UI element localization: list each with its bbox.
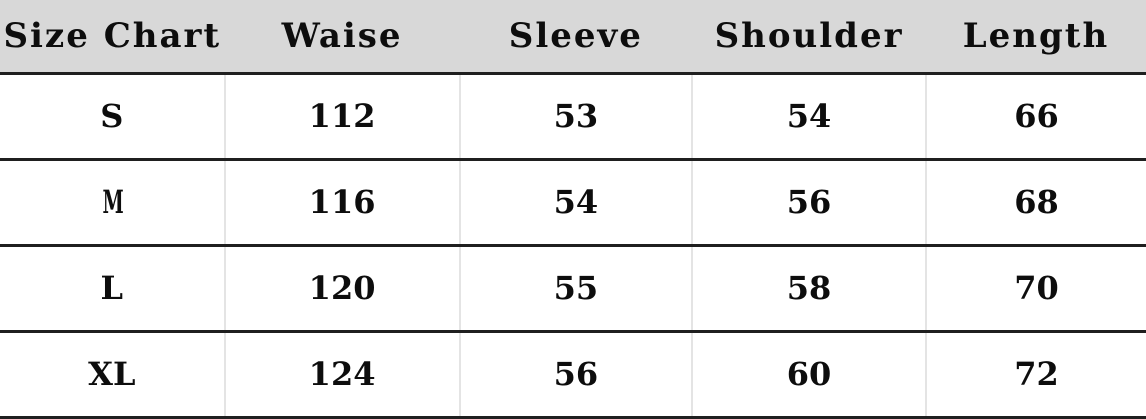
cell-value: 124 [308,355,376,393]
header-label: Sleeve [508,15,643,56]
cell-value: 56 [553,355,599,393]
measurement-cell: 60 [691,331,926,419]
measurement-cell: 70 [924,245,1146,333]
cell-value: 68 [1014,183,1059,221]
cell-value: 66 [1014,97,1059,135]
measurement-cell: 124 [223,331,460,419]
header-label: Size Chart [3,15,222,56]
measurement-cell: 54 [691,73,926,161]
table-row-size-xl: XL 124 56 60 72 [0,331,1146,419]
measurement-cell: 58 [691,245,926,333]
cell-value: 112 [308,97,376,135]
measurement-cell: 56 [458,331,693,419]
size-chart-header: Size Chart Waise Sleeve Shoulder Length [0,0,1146,75]
header-cell-length: Length [925,0,1146,75]
cell-value: 56 [786,183,832,221]
measurement-cell: 66 [924,73,1146,161]
measurement-cell: 72 [924,331,1146,419]
cell-value: 55 [553,269,599,307]
measurement-cell: 116 [223,159,460,247]
cell-value: 70 [1014,269,1059,307]
cell-value: 58 [786,269,832,307]
cell-value: 120 [308,269,376,307]
measurement-cell: 112 [223,73,460,161]
header-row: Size Chart Waise Sleeve Shoulder Length [0,0,1146,75]
cell-value: 53 [553,97,599,135]
header-cell-shoulder: Shoulder [692,0,926,75]
size-cell: L [0,245,225,333]
cell-value: L [100,269,124,307]
cell-value: 54 [786,97,832,135]
table-row-size-l: L 120 55 58 70 [0,245,1146,333]
cell-value: XL [88,355,136,393]
measurement-cell: 53 [458,73,693,161]
cell-value: 72 [1014,355,1059,393]
cell-value: 54 [553,183,599,221]
measurement-cell: 54 [458,159,693,247]
size-cell: XL [0,331,225,419]
header-cell-sleeve: Sleeve [459,0,693,75]
measurement-cell: 68 [924,159,1146,247]
cell-value: S [100,97,124,135]
header-cell-size-chart: Size Chart [0,0,225,75]
header-label: Waise [281,15,403,56]
measurement-cell: 55 [458,245,693,333]
size-chart-body: S 112 53 54 66 M 116 54 56 68 L 120 55 58 70 XL 124 56 60 7… [0,73,1146,419]
measurement-cell: 56 [691,159,926,247]
cell-value: 116 [308,183,376,221]
header-label: Length [962,15,1110,56]
header-cell-waise: Waise [224,0,460,75]
header-label: Shoulder [714,15,904,56]
cell-value: 60 [786,355,832,393]
size-cell: S [0,73,225,161]
cell-value: M [102,183,123,221]
size-cell: M [0,159,225,247]
measurement-cell: 120 [223,245,460,333]
table-row-size-s: S 112 53 54 66 [0,73,1146,161]
table-row-size-m: M 116 54 56 68 [0,159,1146,247]
